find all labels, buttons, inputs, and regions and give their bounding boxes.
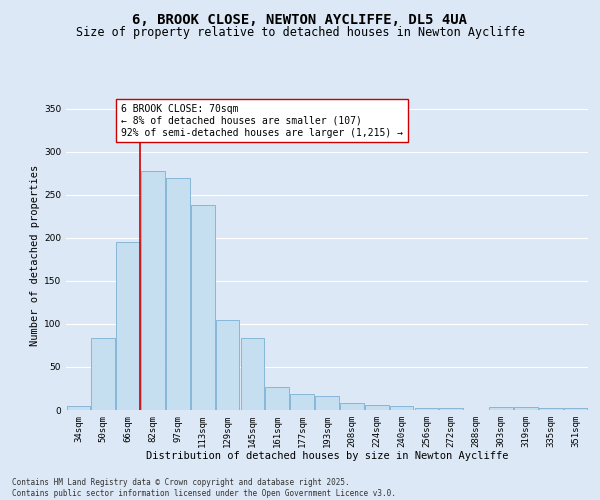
Bar — [116, 242, 140, 410]
Bar — [340, 403, 364, 410]
Bar — [439, 408, 463, 410]
Bar — [539, 408, 563, 410]
Bar — [241, 338, 264, 410]
Bar — [315, 396, 339, 410]
Bar — [67, 406, 90, 410]
Bar — [191, 205, 215, 410]
Text: Contains HM Land Registry data © Crown copyright and database right 2025.
Contai: Contains HM Land Registry data © Crown c… — [12, 478, 396, 498]
X-axis label: Distribution of detached houses by size in Newton Aycliffe: Distribution of detached houses by size … — [146, 452, 508, 462]
Text: 6 BROOK CLOSE: 70sqm
← 8% of detached houses are smaller (107)
92% of semi-detac: 6 BROOK CLOSE: 70sqm ← 8% of detached ho… — [121, 104, 403, 138]
Bar — [91, 338, 115, 410]
Bar — [390, 406, 413, 410]
Bar — [216, 320, 239, 410]
Bar — [141, 172, 165, 410]
Bar — [265, 387, 289, 410]
Text: 6, BROOK CLOSE, NEWTON AYCLIFFE, DL5 4UA: 6, BROOK CLOSE, NEWTON AYCLIFFE, DL5 4UA — [133, 12, 467, 26]
Bar — [564, 408, 587, 410]
Bar — [489, 408, 513, 410]
Bar — [166, 178, 190, 410]
Bar — [415, 408, 438, 410]
Y-axis label: Number of detached properties: Number of detached properties — [30, 164, 40, 346]
Bar — [514, 406, 538, 410]
Bar — [365, 405, 389, 410]
Text: Size of property relative to detached houses in Newton Aycliffe: Size of property relative to detached ho… — [76, 26, 524, 39]
Bar — [290, 394, 314, 410]
